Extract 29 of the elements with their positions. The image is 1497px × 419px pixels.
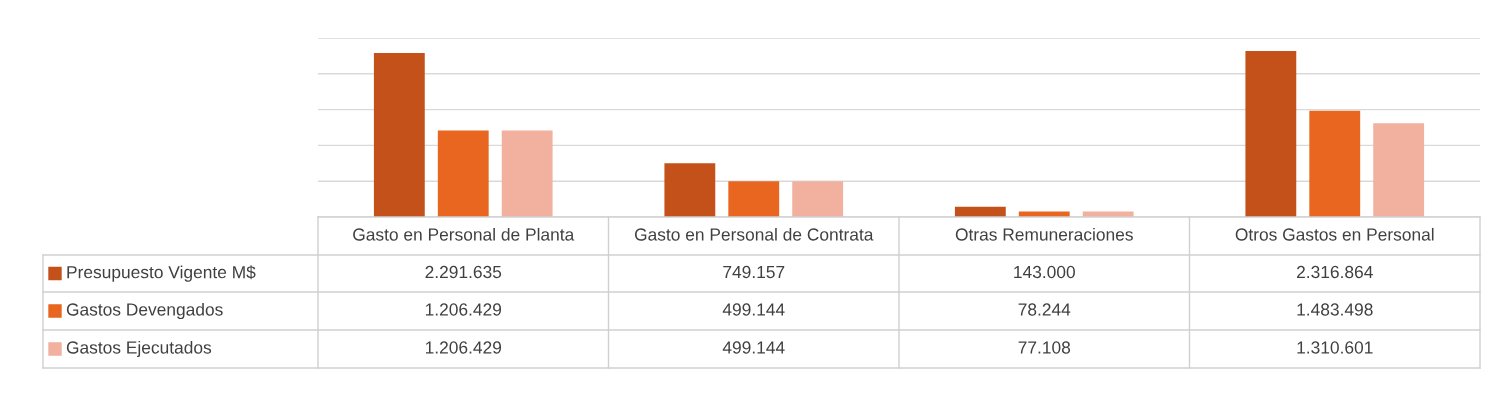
legend-label: Presupuesto Vigente M$ bbox=[67, 265, 256, 282]
bar bbox=[1082, 211, 1134, 217]
x-tick-label: Otras Remuneraciones bbox=[955, 227, 1133, 241]
data-label: 2.316.864 bbox=[1297, 265, 1373, 279]
legend-label: Gastos Ejecutados bbox=[66, 340, 212, 358]
data-label: 77.108 bbox=[1018, 341, 1071, 354]
x-tick-label: Gasto en Personal de Contrata bbox=[634, 227, 874, 241]
data-label: 1.310.601 bbox=[1297, 341, 1373, 354]
data-label: 499.144 bbox=[722, 303, 785, 316]
data-label: 1.206.429 bbox=[425, 303, 502, 316]
x-tick-label: Gasto en Personal de Planta bbox=[353, 227, 575, 241]
data-label: 2.291.635 bbox=[425, 265, 502, 279]
bar bbox=[792, 181, 844, 217]
data-label: 749.157 bbox=[723, 265, 785, 279]
bar bbox=[501, 130, 553, 217]
bar bbox=[664, 163, 716, 217]
data-label: 1.206.429 bbox=[425, 341, 502, 354]
data-label: 78.244 bbox=[1018, 303, 1071, 316]
bar bbox=[437, 130, 489, 217]
bar bbox=[728, 181, 780, 217]
data-label: 1.483.498 bbox=[1297, 303, 1373, 316]
bar bbox=[1245, 51, 1297, 217]
x-tick-label: Otros Gastos en Personal bbox=[1235, 227, 1434, 241]
bar bbox=[1309, 110, 1361, 217]
data-label: 499.144 bbox=[722, 341, 785, 354]
data-label: 143.000 bbox=[1014, 265, 1075, 279]
bar bbox=[373, 52, 425, 217]
bar bbox=[1373, 123, 1425, 217]
legend-label: Gastos Devengados bbox=[66, 302, 223, 320]
